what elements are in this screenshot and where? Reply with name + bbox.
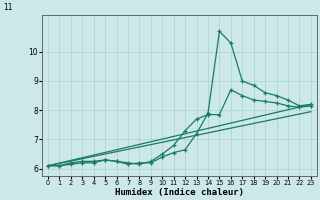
- Text: 11: 11: [4, 3, 13, 12]
- X-axis label: Humidex (Indice chaleur): Humidex (Indice chaleur): [115, 188, 244, 197]
